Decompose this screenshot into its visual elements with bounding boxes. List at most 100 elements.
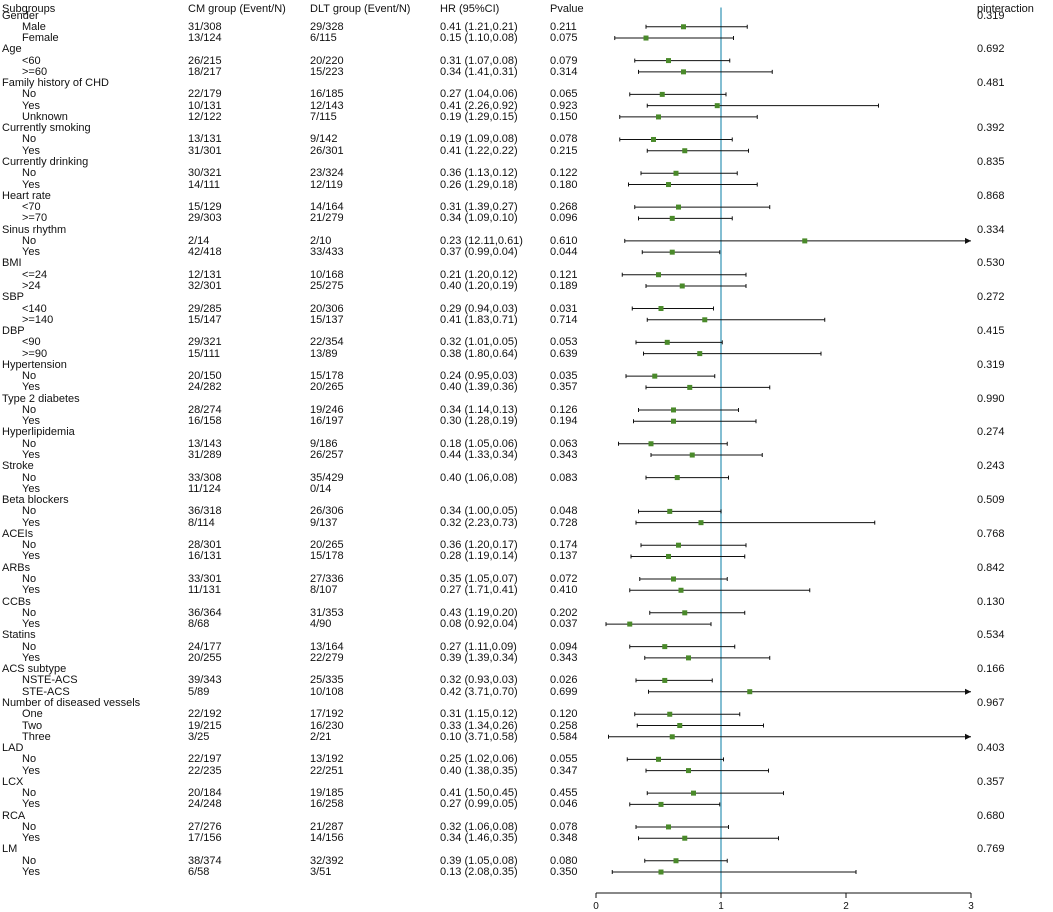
dlt-count: 29/328 <box>310 20 344 33</box>
pvalue-text: 0.923 <box>550 99 578 112</box>
pvalue-text: 0.610 <box>550 234 578 247</box>
dlt-count: 27/336 <box>310 573 344 585</box>
subgroup-label: Yes <box>22 866 40 879</box>
hr-ci-text: 0.41 (2.26,0.92) <box>440 99 518 112</box>
dlt-count: 25/275 <box>310 279 344 292</box>
hr-marker <box>676 204 681 210</box>
subgroup-label: No <box>22 854 37 867</box>
cm-count: 14/111 <box>188 178 221 191</box>
hr-ci-text: 0.27 (1.04,0.06) <box>440 88 518 101</box>
pinteraction-value: 0.166 <box>977 663 1005 676</box>
cm-count: 31/301 <box>188 144 222 157</box>
hr-ci-text: 0.31 (1.39,0.27) <box>440 201 518 214</box>
cm-count: 28/301 <box>188 539 222 552</box>
group-label: Gender <box>2 9 39 22</box>
dlt-count: 15/178 <box>310 550 344 563</box>
hr-ci-text: 0.38 (1.80,0.64) <box>440 347 518 360</box>
dlt-count: 10/168 <box>310 268 344 281</box>
hr-ci-text: 0.40 (1.39,0.36) <box>440 381 518 394</box>
subgroup-label: Male <box>22 20 46 33</box>
dlt-count: 2/21 <box>310 730 332 743</box>
hr-ci-text: 0.36 (1.20,0.17) <box>440 539 518 552</box>
subgroup-label: <70 <box>22 201 41 214</box>
cm-count: 13/124 <box>188 32 222 45</box>
pvalue-text: 0.055 <box>550 753 578 766</box>
cm-count: 13/131 <box>188 133 222 146</box>
pvalue-text: 0.410 <box>550 584 578 597</box>
pinteraction-value: 0.272 <box>977 291 1005 304</box>
hr-ci-text: 0.30 (1.28,0.19) <box>440 415 518 428</box>
hr-ci-text: 0.25 (1.02,0.06) <box>440 753 518 766</box>
pvalue-text: 0.350 <box>550 866 578 879</box>
cm-count: 6/58 <box>188 866 210 879</box>
pvalue-text: 0.174 <box>550 539 578 552</box>
header-dlt-group: DLT group (Event/N) <box>310 3 411 15</box>
cm-count: 28/274 <box>188 403 222 416</box>
dlt-count: 26/257 <box>310 449 344 462</box>
group-label: Hyperlipidemia <box>2 426 75 439</box>
hr-ci-text: 0.19 (1.29,0.15) <box>440 110 518 123</box>
cm-count: 32/301 <box>188 279 222 292</box>
pvalue-text: 0.639 <box>550 347 578 360</box>
pinteraction-value: 0.274 <box>977 426 1005 439</box>
subgroup-label: Yes <box>22 449 40 462</box>
dlt-count: 17/192 <box>310 708 344 721</box>
hr-marker <box>666 824 671 830</box>
subgroup-label: Two <box>22 719 43 732</box>
group-label: DBP <box>2 325 25 338</box>
pvalue-text: 0.094 <box>550 640 578 653</box>
cm-count: 3/25 <box>188 730 210 743</box>
hr-ci-text: 0.27 (0.99,0.05) <box>440 798 518 811</box>
hr-marker <box>658 869 664 875</box>
pvalue-text: 0.714 <box>550 313 578 326</box>
cm-count: 22/235 <box>188 764 222 777</box>
pvalue-text: 0.083 <box>550 471 578 484</box>
pinteraction-value: 0.842 <box>977 561 1005 574</box>
group-label: LM <box>2 843 18 856</box>
subgroup-label: NSTE-ACS <box>22 674 78 687</box>
hr-ci-text: 0.40 (1.06,0.08) <box>440 471 518 484</box>
hr-ci-text: 0.15 (1.10,0.08) <box>440 32 518 45</box>
cm-count: 15/129 <box>188 201 222 214</box>
hr-marker <box>666 58 671 64</box>
dlt-count: 33/433 <box>310 246 344 259</box>
cm-count: 11/131 <box>188 584 221 597</box>
dlt-count: 35/429 <box>310 471 344 484</box>
hr-marker <box>687 384 693 390</box>
header-hr: HR (95%CI) <box>440 3 500 15</box>
pinteraction-value: 0.967 <box>977 696 1005 709</box>
hr-ci-text: 0.34 (1.46,0.35) <box>440 832 518 845</box>
subgroup-label: No <box>22 88 37 101</box>
cm-count: 12/122 <box>188 110 222 123</box>
pvalue-text: 0.584 <box>550 730 578 743</box>
hr-marker <box>677 723 683 729</box>
hr-marker <box>656 114 661 120</box>
hr-ci-text: 0.24 (0.95,0.03) <box>440 370 518 383</box>
hr-ci-text: 0.33 (1.34,0.26) <box>440 719 518 732</box>
hr-ci-text: 0.32 (1.06,0.08) <box>440 820 518 833</box>
pinteraction-value: 0.530 <box>977 257 1005 270</box>
hr-ci-text: 0.32 (1.01,0.05) <box>440 336 518 349</box>
dlt-count: 12/143 <box>310 99 344 112</box>
hr-marker <box>747 689 753 695</box>
hr-ci-text: 0.41 (1.83,0.71) <box>440 313 518 326</box>
subgroup-label: Female <box>22 32 59 45</box>
hr-marker <box>667 711 673 717</box>
hr-ci-text: 0.27 (1.11,0.09) <box>440 640 517 653</box>
hr-ci-text: 0.28 (1.19,0.14) <box>440 550 518 563</box>
hr-ci-text: 0.10 (3.71,0.58) <box>440 730 518 743</box>
cm-count: 17/156 <box>188 832 222 845</box>
hr-marker <box>671 418 676 424</box>
hr-marker <box>671 576 676 582</box>
hr-marker <box>669 215 675 221</box>
group-label: Family history of CHD <box>2 77 109 90</box>
hr-marker <box>666 182 671 188</box>
ci-arrow <box>965 237 971 244</box>
pvalue-text: 0.189 <box>550 279 578 292</box>
dlt-count: 16/185 <box>310 88 344 101</box>
dlt-count: 16/258 <box>310 798 344 811</box>
hr-ci-text: 0.34 (1.41,0.31) <box>440 65 518 78</box>
subgroup-label: Yes <box>22 144 40 157</box>
